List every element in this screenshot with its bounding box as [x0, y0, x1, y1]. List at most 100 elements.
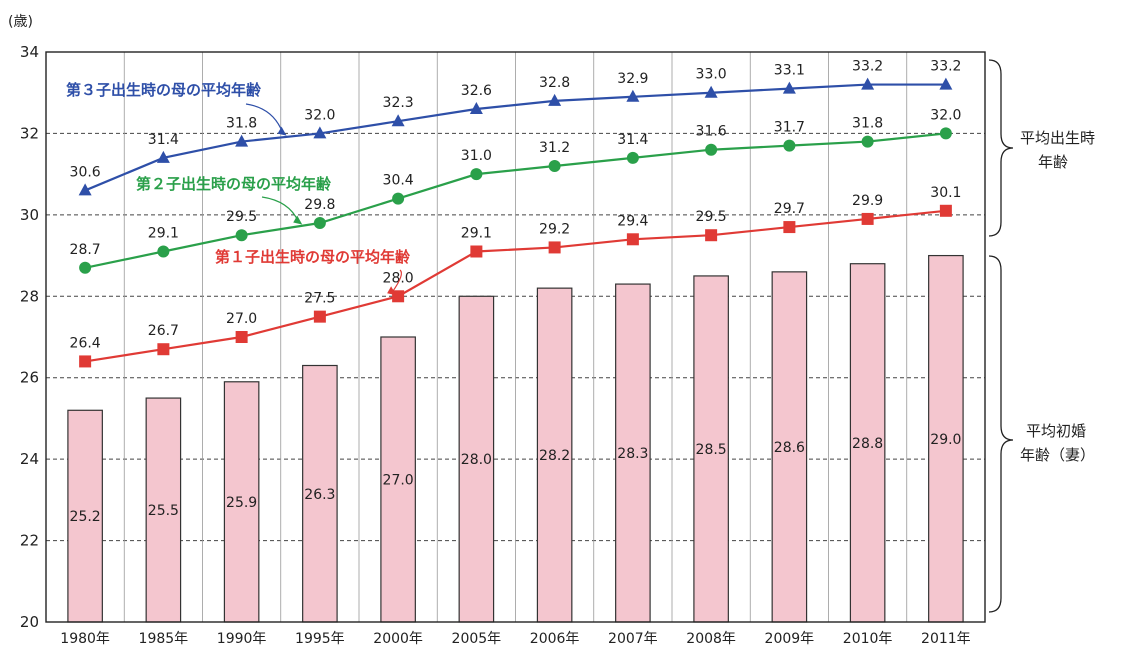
data-point — [470, 168, 483, 181]
bar — [302, 364, 338, 623]
point-value-label: 28.0 — [383, 270, 414, 286]
right-brackets: 平均出生時 年齢 平均初婚 年齢（妻） — [988, 59, 1095, 613]
bar-value-label: 25.5 — [148, 503, 179, 519]
data-point — [392, 192, 405, 205]
point-value-label: 33.2 — [930, 59, 961, 75]
x-tick-label: 1985年 — [139, 631, 189, 647]
label-layer: 20 22 24 26 28 30 32 34 25.2 25.5 25.9 26.3 27.0 28.0… — [20, 43, 971, 647]
x-tick-label: 2006年 — [530, 631, 580, 647]
data-point — [79, 261, 92, 274]
y-tick-label: 28 — [20, 287, 39, 305]
point-value-label: 29.4 — [617, 213, 648, 229]
bar — [615, 283, 651, 623]
point-value-label: 29.2 — [539, 221, 570, 237]
bracket-label-birth-2: 年齢 — [1038, 153, 1068, 171]
bar-value-label: 28.3 — [617, 446, 648, 462]
point-value-label: 32.9 — [617, 71, 648, 87]
point-value-label: 30.6 — [70, 164, 101, 180]
y-tick-label: 26 — [20, 369, 39, 387]
series-line — [84, 83, 946, 192]
data-point — [469, 102, 483, 114]
point-value-label: 30.4 — [383, 173, 414, 189]
series-line — [84, 209, 946, 363]
bar — [223, 381, 260, 623]
y-tick-label: 24 — [20, 450, 39, 468]
bar-value-label: 27.0 — [383, 473, 414, 489]
bar — [771, 271, 808, 623]
x-tick-label: 2011年 — [921, 631, 971, 647]
bar-value-label: 28.8 — [852, 436, 883, 452]
point-value-label: 29.8 — [304, 197, 335, 213]
x-tick-label: 2000年 — [373, 631, 423, 647]
point-value-label: 32.0 — [930, 107, 961, 123]
point-value-label: 29.1 — [148, 226, 179, 242]
point-value-label: 31.4 — [617, 132, 648, 148]
bar-value-label: 29.0 — [930, 432, 961, 448]
data-point — [705, 229, 718, 242]
point-value-label: 29.1 — [461, 226, 492, 242]
callout-leader — [391, 269, 403, 293]
y-tick-label: 22 — [20, 532, 39, 550]
bar-value-label: 25.9 — [226, 495, 257, 511]
x-tick-label: 2009年 — [765, 631, 815, 647]
data-point — [313, 310, 326, 323]
point-value-label: 26.4 — [70, 335, 101, 351]
callout-arrowhead — [277, 126, 287, 136]
x-tick-label: 2010年 — [843, 631, 893, 647]
point-value-label: 30.1 — [930, 185, 961, 201]
point-value-label: 32.3 — [383, 95, 414, 111]
data-point — [79, 355, 92, 368]
point-value-label: 32.6 — [461, 83, 492, 99]
data-point — [78, 183, 92, 196]
data-point — [939, 204, 952, 217]
point-value-label: 33.0 — [696, 67, 727, 83]
grid-layer — [46, 52, 985, 622]
data-point — [861, 77, 875, 90]
series-line — [84, 132, 946, 269]
plot-frame — [45, 51, 986, 623]
bracket-label-marriage-2: 年齢（妻） — [1020, 446, 1095, 464]
x-tick-label: 2005年 — [452, 631, 502, 647]
data-point — [313, 217, 326, 229]
data-point — [157, 245, 170, 258]
frame-layer — [45, 51, 986, 623]
y-tick-label: 34 — [20, 43, 39, 61]
data-point — [313, 126, 327, 139]
line-layer — [78, 77, 953, 368]
data-point — [705, 143, 718, 156]
bar-value-label: 26.3 — [304, 487, 335, 503]
point-value-label: 33.2 — [852, 59, 883, 75]
y-tick-label: 32 — [20, 124, 39, 142]
point-value-label: 32.0 — [304, 107, 335, 123]
point-value-label: 33.1 — [774, 63, 805, 79]
point-value-label: 29.5 — [226, 209, 257, 225]
data-point — [939, 127, 952, 140]
data-point — [861, 212, 874, 225]
bracket-upper — [988, 59, 1014, 237]
bracket-label-birth-1: 平均出生時 — [1020, 129, 1095, 147]
series-name-label: 第１子出生時の母の平均年齢 — [215, 248, 411, 266]
data-point — [548, 241, 561, 254]
point-value-label: 31.8 — [226, 116, 257, 132]
series-name-label: 第３子出生時の母の平均年齢 — [66, 81, 262, 99]
point-value-label: 29.9 — [852, 193, 883, 209]
data-point — [626, 151, 639, 164]
bar-value-label: 28.5 — [696, 442, 727, 458]
callout-arrowhead — [387, 286, 397, 296]
bracket-label-marriage-1: 平均初婚 — [1026, 422, 1086, 440]
x-tick-label: 2007年 — [608, 631, 658, 647]
bar-value-label: 28.0 — [461, 452, 492, 468]
bar-value-label: 25.2 — [70, 509, 101, 525]
callout-arrowhead — [293, 215, 303, 225]
point-value-label: 26.7 — [148, 323, 179, 339]
data-point — [548, 93, 562, 106]
point-value-label: 31.8 — [852, 116, 883, 132]
data-point — [235, 331, 248, 343]
point-value-label: 29.7 — [774, 201, 805, 217]
bar-value-label: 28.6 — [774, 440, 805, 456]
x-tick-label: 1980年 — [60, 631, 110, 647]
bar-layer — [67, 254, 964, 623]
y-tick-label: 20 — [20, 613, 39, 631]
data-point — [470, 245, 483, 258]
bar — [928, 254, 964, 623]
